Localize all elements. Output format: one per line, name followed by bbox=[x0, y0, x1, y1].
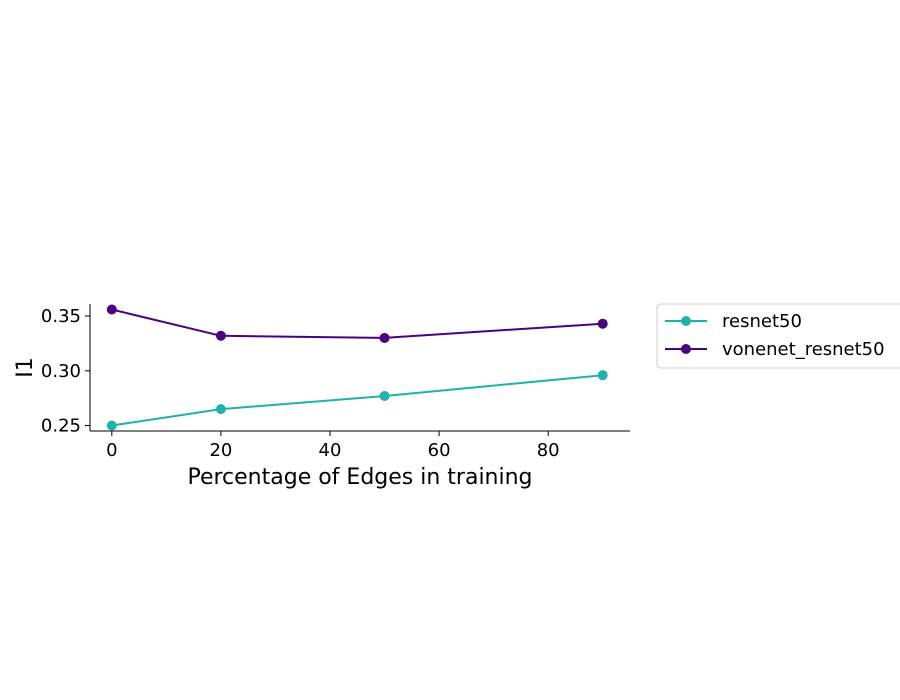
y-tick-label: 0.25 bbox=[41, 416, 81, 437]
y-tick-label: 0.35 bbox=[41, 306, 81, 327]
legend-label: resnet50 bbox=[722, 311, 802, 332]
legend-frame bbox=[656, 303, 900, 369]
series-layer bbox=[106, 304, 608, 431]
legend-label: vonenet_resnet50 bbox=[722, 339, 885, 360]
legend: resnet50 vonenet_resnet50 bbox=[656, 303, 900, 369]
series-vonenet_resnet50 bbox=[106, 304, 608, 343]
data-point bbox=[379, 332, 390, 343]
y-tick-label: 0.30 bbox=[41, 361, 81, 382]
axes-spines bbox=[89, 304, 630, 432]
data-point bbox=[597, 318, 608, 329]
x-tick-label: 80 bbox=[537, 440, 560, 461]
series-resnet50 bbox=[106, 370, 608, 431]
x-tick-label: 0 bbox=[106, 440, 117, 461]
x-tick-label: 60 bbox=[428, 440, 451, 461]
y-axis-label: I1 bbox=[13, 357, 38, 378]
data-point bbox=[215, 330, 226, 341]
data-point bbox=[597, 370, 608, 381]
data-point bbox=[106, 304, 117, 315]
y-axis-ticks: 0.25 0.30 0.35 bbox=[41, 306, 90, 437]
data-point bbox=[379, 390, 390, 401]
x-tick-label: 20 bbox=[209, 440, 232, 461]
x-tick-label: 40 bbox=[319, 440, 342, 461]
legend-marker bbox=[681, 344, 691, 354]
series-line bbox=[111, 374, 603, 427]
data-point bbox=[106, 420, 117, 431]
legend-marker bbox=[681, 316, 691, 326]
x-axis-label: Percentage of Edges in training bbox=[187, 465, 532, 490]
x-axis-ticks: 0 20 40 60 80 bbox=[106, 431, 560, 461]
series-line bbox=[111, 308, 603, 339]
data-point bbox=[215, 404, 226, 415]
